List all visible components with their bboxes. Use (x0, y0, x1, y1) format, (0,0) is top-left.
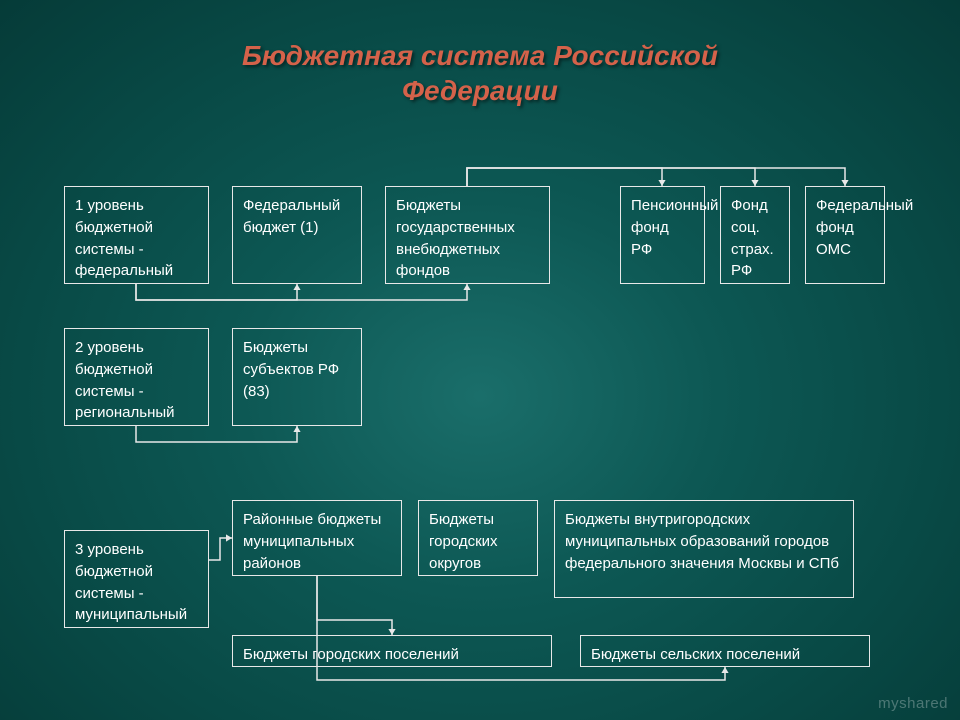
node-fedbudget: Федеральный бюджет (1) (232, 186, 362, 284)
node-level3: 3 уровень бюджетной системы - муниципаль… (64, 530, 209, 628)
node-socfund: Фонд соц. страх. РФ (720, 186, 790, 284)
diagram-title: Бюджетная система Российской Федерации (0, 38, 960, 108)
node-level2: 2 уровень бюджетной системы - региональн… (64, 328, 209, 426)
node-intracity: Бюджеты внутригородских муниципальных об… (554, 500, 854, 598)
node-city: Бюджеты городских округов (418, 500, 538, 576)
node-rural: Бюджеты сельских поселений (580, 635, 870, 667)
title-line1: Бюджетная система Российской (242, 40, 718, 71)
watermark: myshared (878, 695, 948, 712)
title-line2: Федерации (402, 75, 558, 106)
node-pension: Пенсионный фонд РФ (620, 186, 705, 284)
node-oms: Федеральный фонд ОМС (805, 186, 885, 284)
node-level1: 1 уровень бюджетной системы - федеральны… (64, 186, 209, 284)
node-urban: Бюджеты городских поселений (232, 635, 552, 667)
node-extrabudg: Бюджеты государственных внебюджетных фон… (385, 186, 550, 284)
node-district: Районные бюджеты муниципальных районов (232, 500, 402, 576)
node-subjects: Бюджеты субъектов РФ (83) (232, 328, 362, 426)
